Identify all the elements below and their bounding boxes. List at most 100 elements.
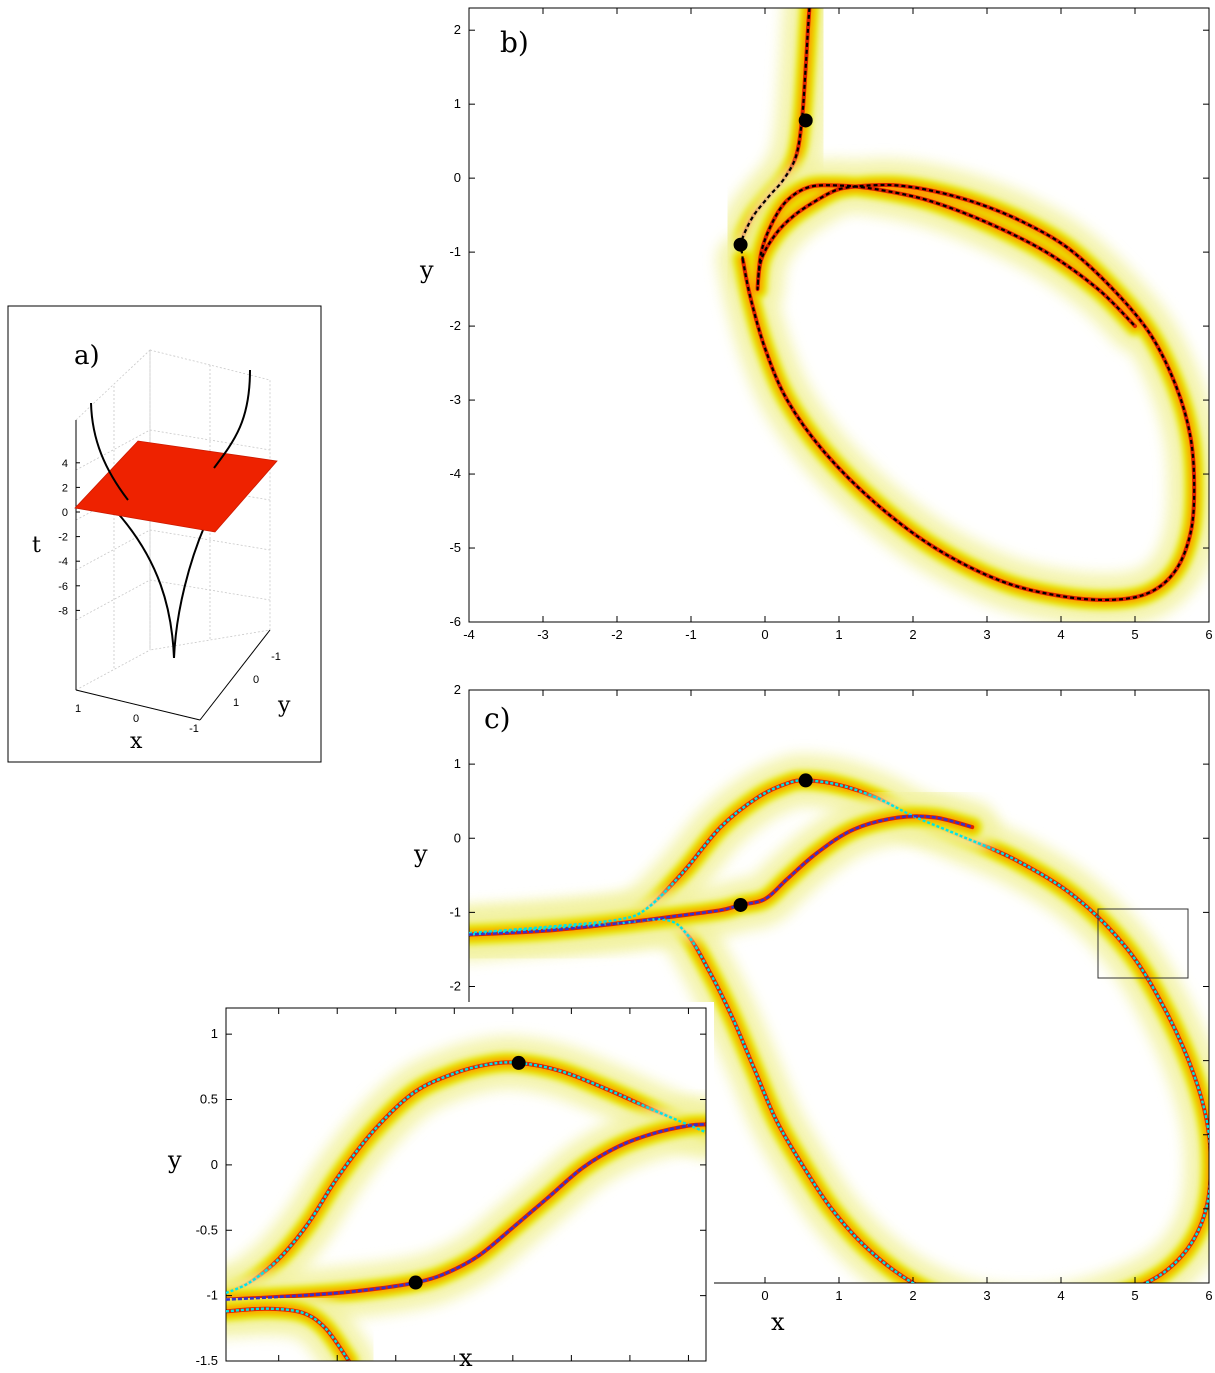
y-tick-label: 0 bbox=[211, 1157, 218, 1172]
x-tick-label: 2 bbox=[909, 627, 916, 642]
x-tick-label: -2 bbox=[611, 627, 623, 642]
panel-a-curve-upper-right bbox=[213, 369, 251, 469]
panel-b-points bbox=[733, 113, 813, 252]
panel-b-label: b) bbox=[500, 26, 529, 59]
y-tick-label: -1.5 bbox=[196, 1353, 218, 1368]
y-tick-label: 2 bbox=[454, 22, 461, 37]
x-tick-label: 2 bbox=[909, 1288, 916, 1303]
y-tick-label: -2 bbox=[449, 318, 461, 333]
y-tick-label: 1 bbox=[454, 96, 461, 111]
x-tick-label: 6 bbox=[1205, 1288, 1212, 1303]
cyan-dotted-curve bbox=[226, 1061, 706, 1295]
black-dashed-curve bbox=[741, 183, 1196, 602]
panel-c-ylabel: y bbox=[413, 840, 428, 868]
y-tick-label: -6 bbox=[449, 614, 461, 629]
t-tick-label: -6 bbox=[58, 581, 68, 593]
special-point bbox=[733, 897, 748, 912]
special-point bbox=[733, 237, 748, 252]
t-tick-label: 4 bbox=[62, 458, 68, 470]
t-tick-label: -2 bbox=[58, 532, 68, 544]
y-tick-label: -2 bbox=[449, 979, 461, 994]
x-tick-label: 1 bbox=[75, 703, 81, 715]
inset-frame bbox=[225, 1007, 707, 1362]
x-tick-label: 0 bbox=[761, 627, 768, 642]
x-tick-label: 4 bbox=[1057, 627, 1064, 642]
panel-c-xlabel: x bbox=[771, 1308, 785, 1336]
inset-points bbox=[408, 1055, 526, 1290]
y-tick-label: -0.5 bbox=[196, 1222, 218, 1237]
panel-a-ylabel: y bbox=[277, 693, 291, 718]
y-tick-label: 0 bbox=[454, 830, 461, 845]
black-dashed-curve bbox=[740, 8, 811, 260]
y-tick-label: 1 bbox=[454, 756, 461, 771]
x-tick-label: 3 bbox=[983, 1288, 990, 1303]
cyan-dotted-curve bbox=[469, 779, 1209, 1283]
t-tick-label: -4 bbox=[58, 556, 68, 568]
inset-ylabel: y bbox=[167, 1146, 182, 1174]
y-tick-label: -1 bbox=[449, 244, 461, 259]
panel-a-frame bbox=[7, 305, 322, 763]
x-tick-label: 1 bbox=[835, 627, 842, 642]
panel-c-lines bbox=[469, 779, 1209, 1283]
panel-a-axes bbox=[75, 420, 271, 721]
blue-dashed-curve bbox=[226, 1123, 706, 1301]
panel-a-x-ticks: 1 0 -1 bbox=[75, 703, 199, 735]
y-tick-label: 2 bbox=[454, 682, 461, 697]
panel-a-y-ticks: -1 0 1 bbox=[233, 651, 281, 709]
blue-dashed-curve bbox=[469, 814, 973, 936]
x-tick-label: -3 bbox=[537, 627, 549, 642]
panel-c-label: c) bbox=[484, 702, 511, 735]
x-tick-label: 5 bbox=[1131, 1288, 1138, 1303]
panel-a-curve-upper-left bbox=[90, 402, 129, 501]
x-tick-label: 6 bbox=[1205, 627, 1212, 642]
x-tick-label: 5 bbox=[1131, 627, 1138, 642]
panel-b: -4 -3 -2 -1 0 1 2 3 4 5 6 -6 -5 -4 -3 -2 -1 0 1 2 b) y bbox=[419, 7, 1213, 642]
inset: -1.5-1-0.500.511.52-1.5-1-0.500.51 y x bbox=[167, 1002, 714, 1373]
x-tick-label: 0 bbox=[761, 1288, 768, 1303]
panel-a-curve-lower-left bbox=[114, 509, 175, 659]
y-tick-label: 1 bbox=[211, 1026, 218, 1041]
y-tick-label: -1 bbox=[271, 651, 281, 663]
special-point bbox=[798, 773, 813, 788]
panel-a: 4 2 0 -2 -4 -6 -8 1 0 -1 -1 0 1 a) t x y bbox=[7, 305, 322, 763]
special-point bbox=[408, 1275, 423, 1290]
panel-a-t-ticks: 4 2 0 -2 -4 -6 -8 bbox=[58, 458, 80, 617]
y-tick-label: -1 bbox=[449, 904, 461, 919]
cyan-dotted-branch bbox=[226, 1307, 350, 1361]
y-tick-label: 0 bbox=[253, 674, 259, 686]
t-tick-label: -8 bbox=[58, 605, 68, 617]
panel-c-points bbox=[733, 773, 813, 912]
special-point bbox=[511, 1055, 526, 1070]
panel-a-plane bbox=[74, 440, 278, 533]
x-tick-label: 1 bbox=[835, 1288, 842, 1303]
field-halo bbox=[716, 158, 1209, 622]
t-tick-label: 2 bbox=[62, 482, 68, 494]
inset-xlabel: x bbox=[459, 1344, 473, 1369]
x-tick-label: 4 bbox=[1057, 1288, 1064, 1303]
y-tick-label: 0.5 bbox=[200, 1092, 218, 1107]
panel-b-ticks: -4 -3 -2 -1 0 1 2 3 4 5 6 -6 -5 -4 -3 -2 -1 0 1 2 bbox=[449, 8, 1213, 642]
y-tick-label: -1 bbox=[206, 1288, 218, 1303]
x-tick-label: -1 bbox=[685, 627, 697, 642]
y-tick-label: -5 bbox=[449, 540, 461, 555]
x-tick-label: 0 bbox=[133, 713, 139, 725]
panel-a-label: a) bbox=[74, 341, 100, 371]
panel-b-ylabel: y bbox=[419, 256, 434, 284]
y-tick-label: -3 bbox=[449, 392, 461, 407]
panel-a-zlabel: t bbox=[32, 533, 41, 558]
panel-b-lines bbox=[740, 8, 1196, 602]
panel-a-curve-lower-right bbox=[173, 524, 206, 659]
x-tick-label: 3 bbox=[983, 627, 990, 642]
x-tick-label: -1 bbox=[189, 723, 199, 735]
inset-lines bbox=[226, 1061, 706, 1361]
panel-a-xlabel: x bbox=[130, 729, 143, 754]
y-tick-label: 1 bbox=[233, 697, 239, 709]
panel-c-zoom-box bbox=[1097, 908, 1189, 979]
t-tick-label: 0 bbox=[62, 507, 68, 519]
y-tick-label: 0 bbox=[454, 170, 461, 185]
y-tick-label: -4 bbox=[449, 466, 461, 481]
special-point bbox=[798, 113, 813, 128]
x-tick-label: -4 bbox=[463, 627, 475, 642]
